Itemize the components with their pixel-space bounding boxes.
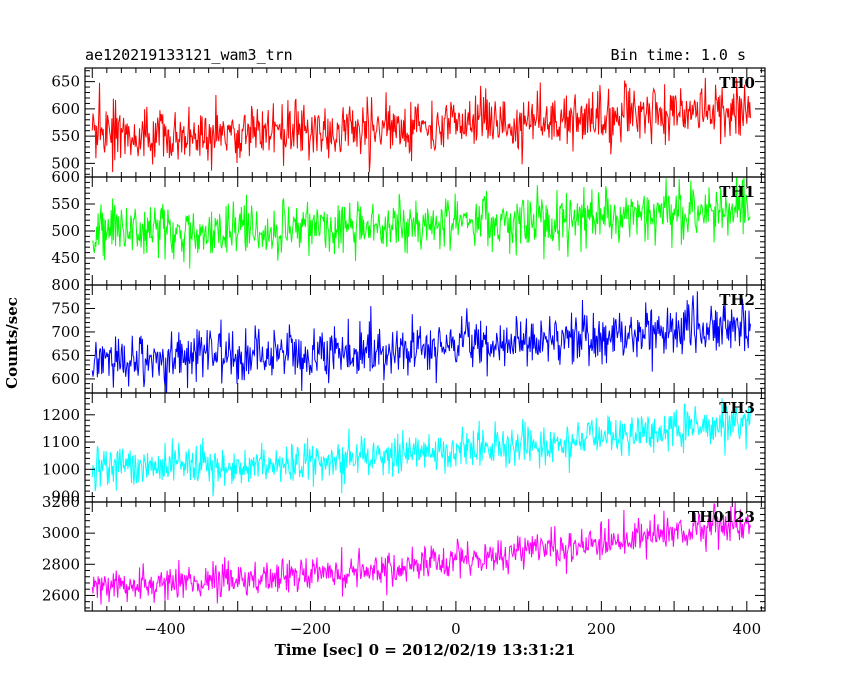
panel-frame — [84, 176, 766, 286]
x-tick-label: 400 — [732, 620, 761, 638]
panel-th0123: 2600 2800 3000 3200 TH0123 — [42, 493, 766, 612]
y-tick-label: 650 — [51, 346, 80, 364]
y-tick-label: 1000 — [42, 460, 80, 478]
panel-th1: 450 500 550 600 TH1 — [51, 168, 766, 286]
series-line-th3 — [91, 398, 751, 497]
panel-label-th2: TH2 — [719, 291, 755, 309]
x-tick-label: −200 — [290, 620, 331, 638]
x-axis: −400 −200 0 200 400 — [144, 620, 761, 638]
y-tick-label: 550 — [51, 195, 80, 213]
bin-time-label: Bin time: 1.0 s — [611, 46, 746, 64]
panel-frame — [84, 501, 766, 612]
series-line-th2 — [91, 291, 751, 393]
y-tick-label: 3000 — [42, 524, 80, 542]
y-tick-label: 800 — [51, 276, 80, 294]
panel-label-th3: TH3 — [719, 399, 755, 417]
panel-th0: 500 550 600 650 TH0 — [51, 67, 766, 178]
y-tick-label: 650 — [51, 73, 80, 91]
y-tick-label: 2800 — [42, 555, 80, 573]
panel-th3: 900 1000 1100 1200 TH3 — [42, 392, 766, 506]
y-tick-label: 900 — [51, 488, 80, 506]
y-tick-label: 600 — [51, 168, 80, 186]
series-line-th0123 — [91, 502, 751, 605]
panel-label-th0: TH0 — [719, 74, 755, 92]
panel-label-th0123: TH0123 — [688, 508, 755, 526]
y-tick-label: 3200 — [42, 493, 80, 511]
chart-title: ae120219133121_wam3_trn — [85, 46, 293, 64]
y-axis-label: Counts/sec — [3, 297, 21, 389]
y-tick-label: 600 — [51, 100, 80, 118]
y-tick-label: 750 — [51, 299, 80, 317]
series-line-th1 — [92, 177, 751, 269]
y-tick-label: 700 — [51, 323, 80, 341]
y-tick-label: 500 — [51, 222, 80, 240]
y-tick-label: 450 — [51, 249, 80, 267]
series-line-th0 — [91, 77, 751, 173]
x-tick-label: 0 — [451, 620, 461, 638]
y-tick-label: 1100 — [42, 433, 80, 451]
y-tick-label: 1200 — [42, 406, 80, 424]
x-tick-label: 200 — [587, 620, 616, 638]
x-tick-label: −400 — [144, 620, 185, 638]
y-tick-label: 2600 — [42, 586, 80, 604]
panel-label-th1: TH1 — [719, 183, 755, 201]
x-axis-label: Time [sec] 0 = 2012/02/19 13:31:21 — [275, 641, 576, 659]
panels-group: 500 550 600 650 TH0 450 500 550 600 TH1 600 650 700 7… — [42, 67, 766, 612]
y-tick-label: 500 — [51, 154, 80, 172]
y-tick-label: 600 — [51, 370, 80, 388]
y-tick-label: 550 — [51, 127, 80, 145]
panel-th2: 600 650 700 750 800 TH2 — [51, 276, 766, 394]
